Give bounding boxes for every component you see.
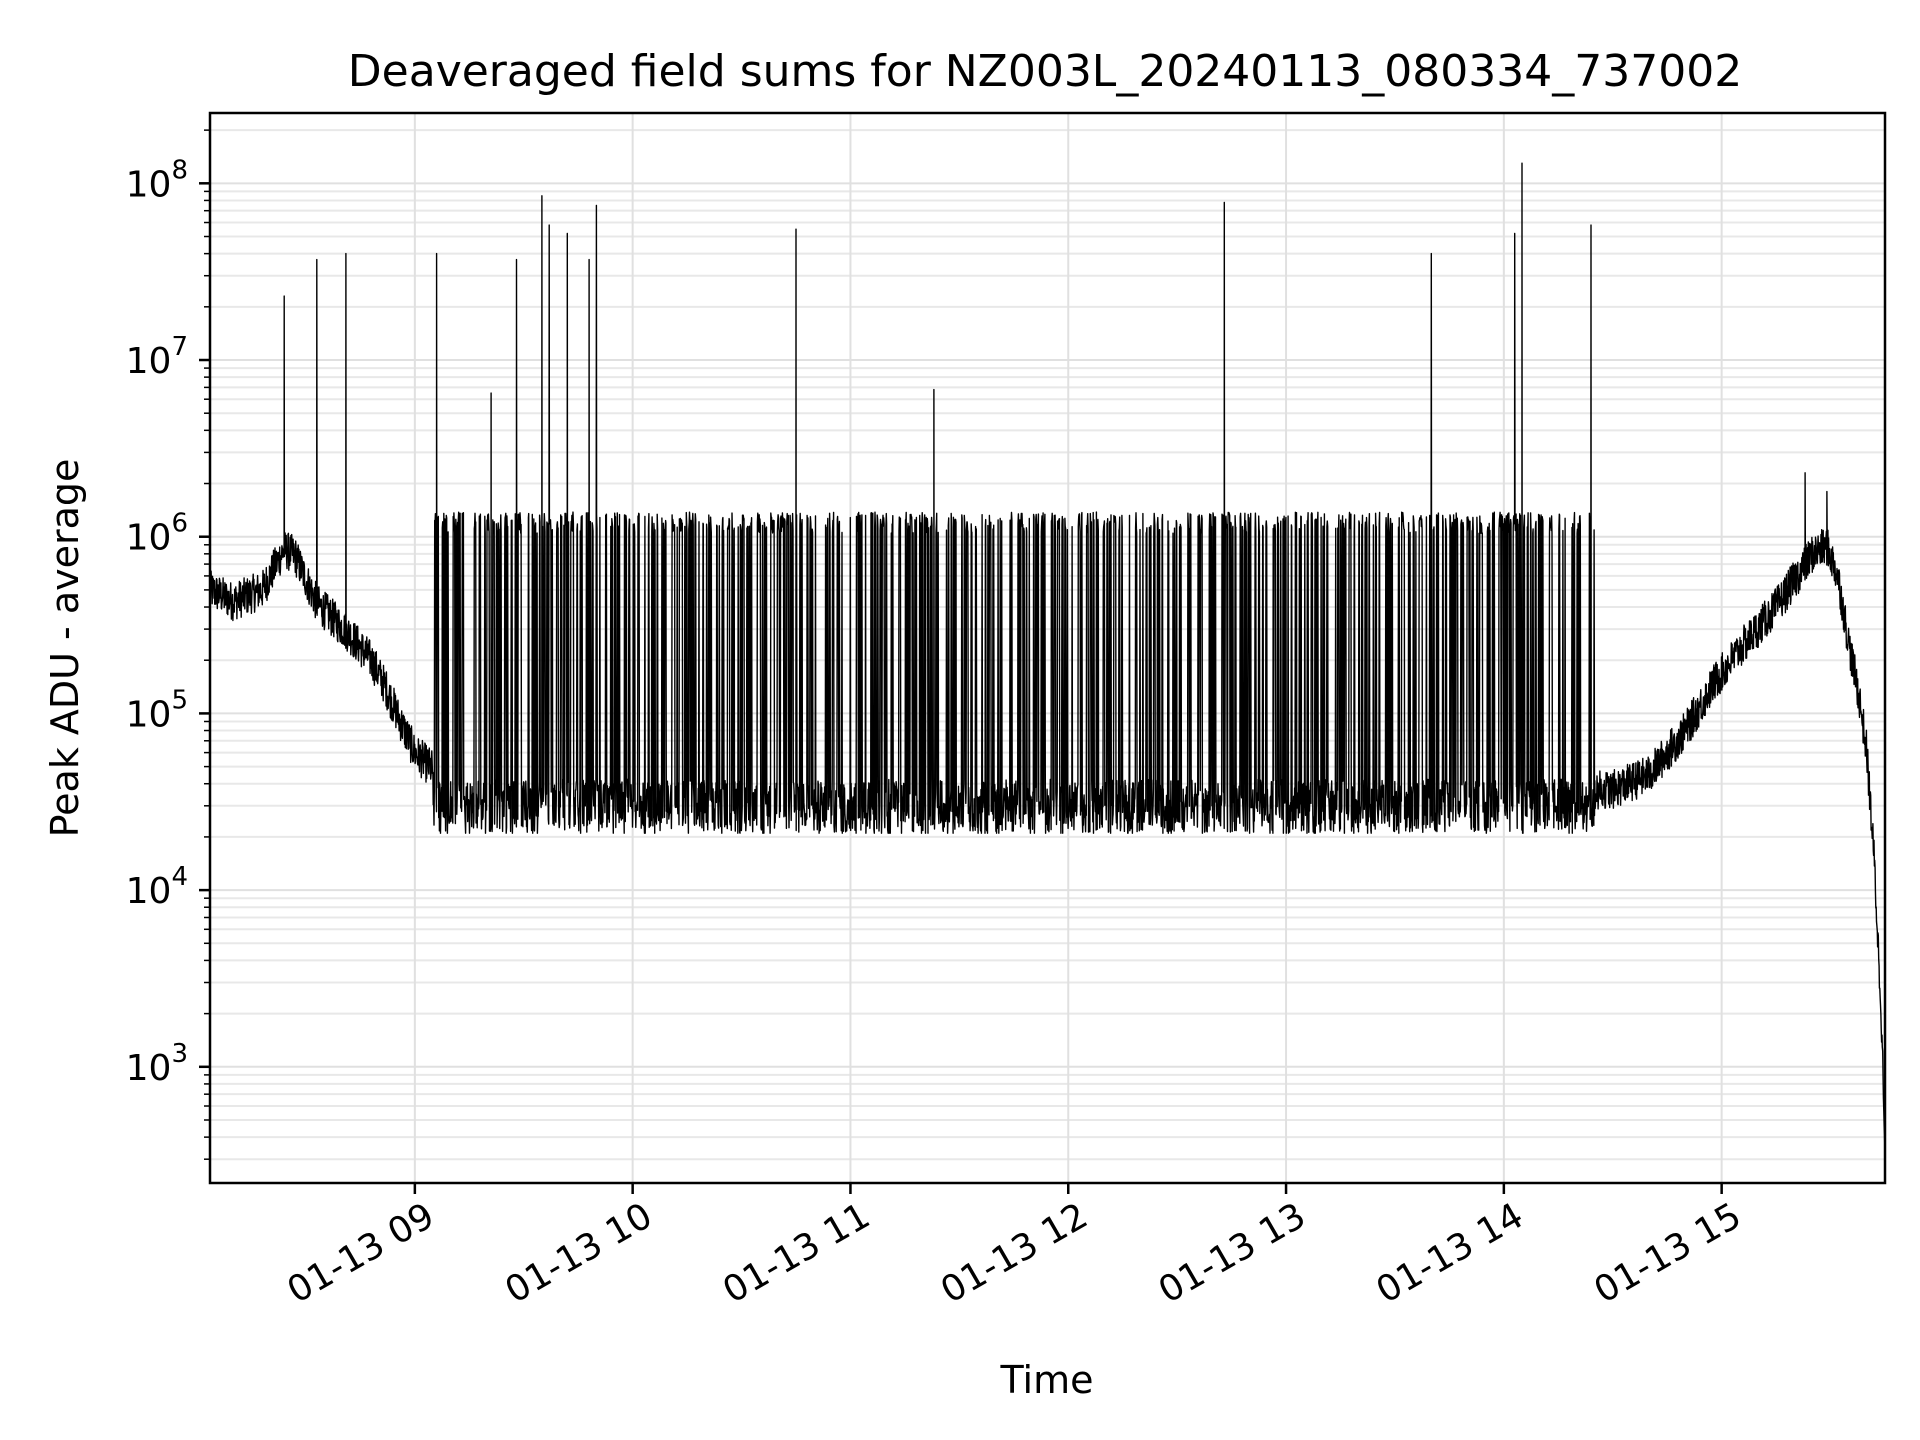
- y-tick-label-exponent: 8: [171, 155, 188, 185]
- y-tick-label-base: 10: [126, 164, 172, 205]
- y-tick-label-base: 10: [126, 341, 172, 382]
- plot-frame: [208, 111, 1887, 1185]
- y-tick-label-base: 10: [126, 694, 172, 735]
- y-tick-label-base: 10: [126, 871, 172, 912]
- chart-title: Deaveraged field sums for NZ003L_2024011…: [348, 46, 1742, 97]
- y-tick-label: 104: [126, 862, 188, 912]
- x-axis-label: Time: [1000, 1358, 1094, 1402]
- y-tick-label: 107: [126, 332, 188, 382]
- y-tick-label: 103: [126, 1039, 188, 1089]
- y-axis-label: Peak ADU - average: [43, 459, 87, 838]
- y-tick-label-base: 10: [126, 1048, 172, 1089]
- grid: [210, 113, 1885, 1183]
- y-tick-label-exponent: 5: [171, 685, 188, 715]
- series-line: [210, 162, 1885, 1150]
- y-tick-label-exponent: 4: [171, 862, 188, 892]
- y-tick-label-exponent: 6: [171, 509, 188, 539]
- y-tick-label: 105: [126, 685, 188, 735]
- y-tick-label-base: 10: [126, 518, 172, 559]
- y-tick-label: 106: [126, 509, 188, 559]
- series: [210, 162, 1885, 1150]
- y-tick-label: 108: [126, 155, 188, 205]
- y-tick-label-exponent: 3: [171, 1039, 188, 1069]
- y-tick-label-exponent: 7: [171, 332, 188, 362]
